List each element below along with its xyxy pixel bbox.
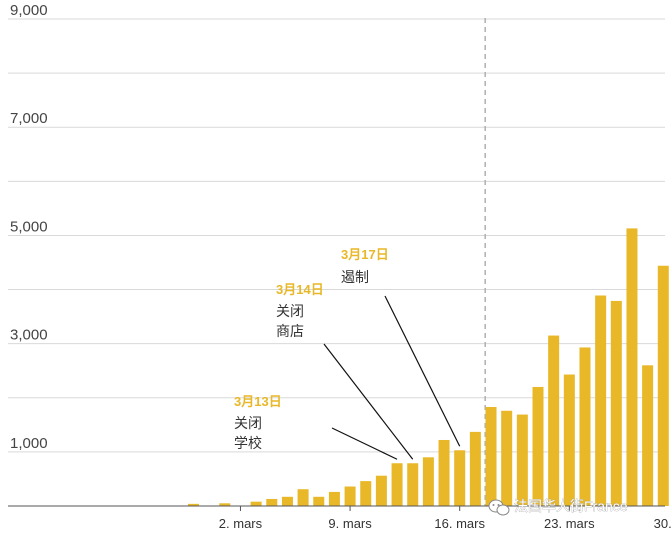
bar — [485, 406, 497, 506]
bar — [422, 457, 434, 506]
y-tick-label: 1,000 — [10, 435, 48, 452]
y-tick-label: 5,000 — [10, 218, 48, 235]
bar — [375, 475, 387, 506]
watermark-text: 法国华人街France — [514, 498, 628, 514]
annotation-text: 学校 — [234, 435, 262, 451]
annotation-date: 3月13日 — [234, 394, 282, 409]
bars — [187, 228, 669, 506]
bar — [281, 496, 293, 506]
x-tick-label: 9. mars — [328, 516, 372, 531]
annotation-leader-line — [331, 427, 398, 460]
bar — [360, 481, 372, 506]
watermark: 法国华人街France — [488, 498, 628, 516]
y-tick-label: 7,000 — [10, 110, 48, 127]
bar — [297, 489, 309, 506]
annotation-text: 关闭 — [234, 415, 262, 431]
bar — [548, 335, 560, 506]
bar — [657, 265, 669, 506]
x-tick-label: 2. mars — [219, 516, 263, 531]
bar — [344, 486, 356, 506]
annotation-date: 3月14日 — [276, 282, 324, 297]
annotation-leader-line — [323, 343, 414, 460]
gridlines — [8, 18, 665, 453]
bar — [532, 386, 544, 506]
bar — [563, 374, 575, 506]
bar — [610, 300, 622, 506]
y-axis-ticks: 1,000 3,000 5,000 7,000 9,000 — [10, 2, 48, 452]
bar — [250, 501, 262, 506]
bar — [469, 431, 481, 506]
y-tick-label: 9,000 — [10, 2, 48, 19]
bar — [438, 439, 450, 506]
annotation-date: 3月17日 — [341, 247, 389, 262]
bar — [187, 503, 199, 506]
bar — [407, 463, 419, 506]
bar — [454, 450, 466, 506]
x-axis-ticks: 2. mars 9. mars 16. mars 23. mars 30. mars — [219, 506, 672, 531]
bar — [313, 496, 325, 506]
bar — [266, 498, 278, 506]
bar — [579, 347, 591, 506]
bar — [642, 365, 654, 506]
bar — [626, 228, 638, 506]
annotation-text: 关闭 — [276, 303, 304, 319]
annotation-leader-line — [384, 295, 461, 447]
x-tick-label: 23. mars — [544, 516, 595, 531]
x-tick-label: 16. mars — [434, 516, 485, 531]
y-tick-label: 3,000 — [10, 327, 48, 344]
annotation-text: 遏制 — [341, 269, 369, 285]
x-tick-label: 30. mars — [654, 516, 672, 531]
bar — [516, 414, 528, 506]
bar — [391, 463, 403, 506]
wechat-icon — [488, 499, 510, 516]
bar — [219, 503, 231, 506]
annotation-text: 商店 — [276, 323, 304, 339]
bar — [595, 295, 607, 506]
bar — [328, 491, 340, 506]
bar — [501, 410, 513, 506]
